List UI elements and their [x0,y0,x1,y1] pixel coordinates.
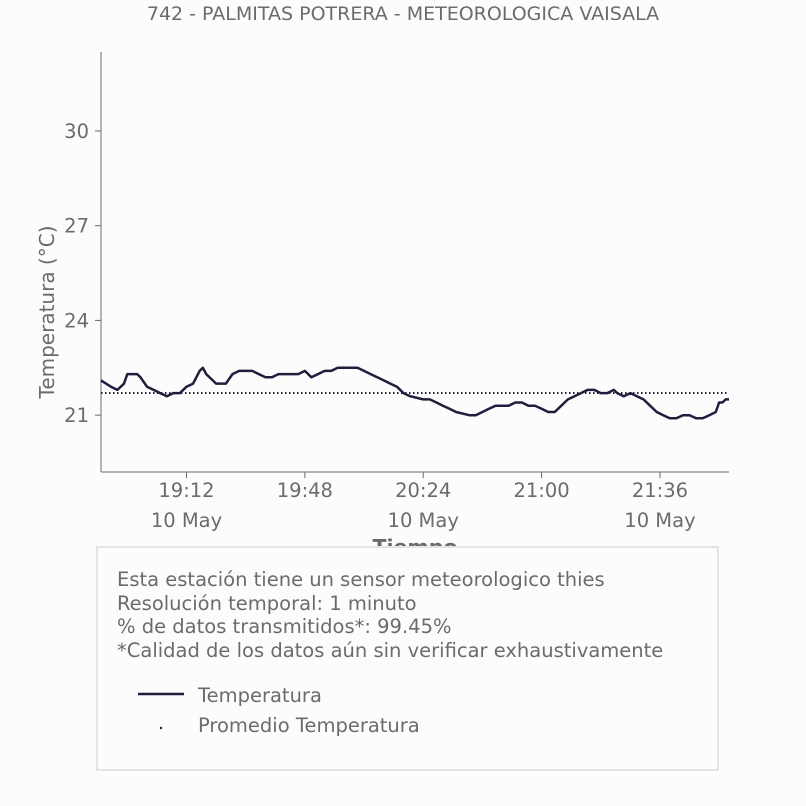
x-tick-label: 21:36 [632,479,688,502]
y-tick-label: 24 [64,309,89,332]
temperature-series-line [100,366,729,420]
info-line-transmitted: % de datos transmitidos*: 99.45% [117,615,452,638]
temperature-chart: 21 24 27 30 19:12 10 May 19:48 20:24 10 May 21:00… [35,52,729,559]
legend-label-temperatura: Temperatura [198,684,322,707]
info-line-resolution: Resolución temporal: 1 minuto [117,591,417,615]
info-panel: Esta estación tiene un sensor meteorolog… [96,546,719,771]
x-tick-date-label: 10 May [151,509,222,532]
y-axis-title: Temperatura (°C) [35,225,59,399]
chart-marks [100,366,729,420]
chart-axes: 21 24 27 30 19:12 10 May 19:48 20:24 10 May 21:00… [35,52,729,559]
info-text: Esta estación tiene un sensor meteorolog… [117,568,663,662]
y-tick-label: 30 [64,120,89,143]
x-tick-date-label: 10 May [388,509,459,532]
x-tick-label: 19:48 [277,479,333,502]
legend-dot-swatch [159,726,163,730]
y-tick-label: 27 [64,215,89,238]
info-line-sensor: Esta estación tiene un sensor meteorolog… [117,568,605,591]
x-tick-label: 21:00 [513,479,569,502]
info-line-quality: *Calidad de los datos aún sin verificar … [117,638,664,662]
legend-label-promedio: Promedio Temperatura [198,714,420,737]
x-tick-label: 20:24 [395,479,451,502]
x-tick-label: 19:12 [158,479,214,502]
y-tick-label: 21 [64,404,89,427]
chart-title: 742 - PALMITAS POTRERA - METEOROLOGICA V… [146,3,660,25]
legend-line-swatch [138,692,184,696]
x-tick-date-label: 10 May [624,509,695,532]
